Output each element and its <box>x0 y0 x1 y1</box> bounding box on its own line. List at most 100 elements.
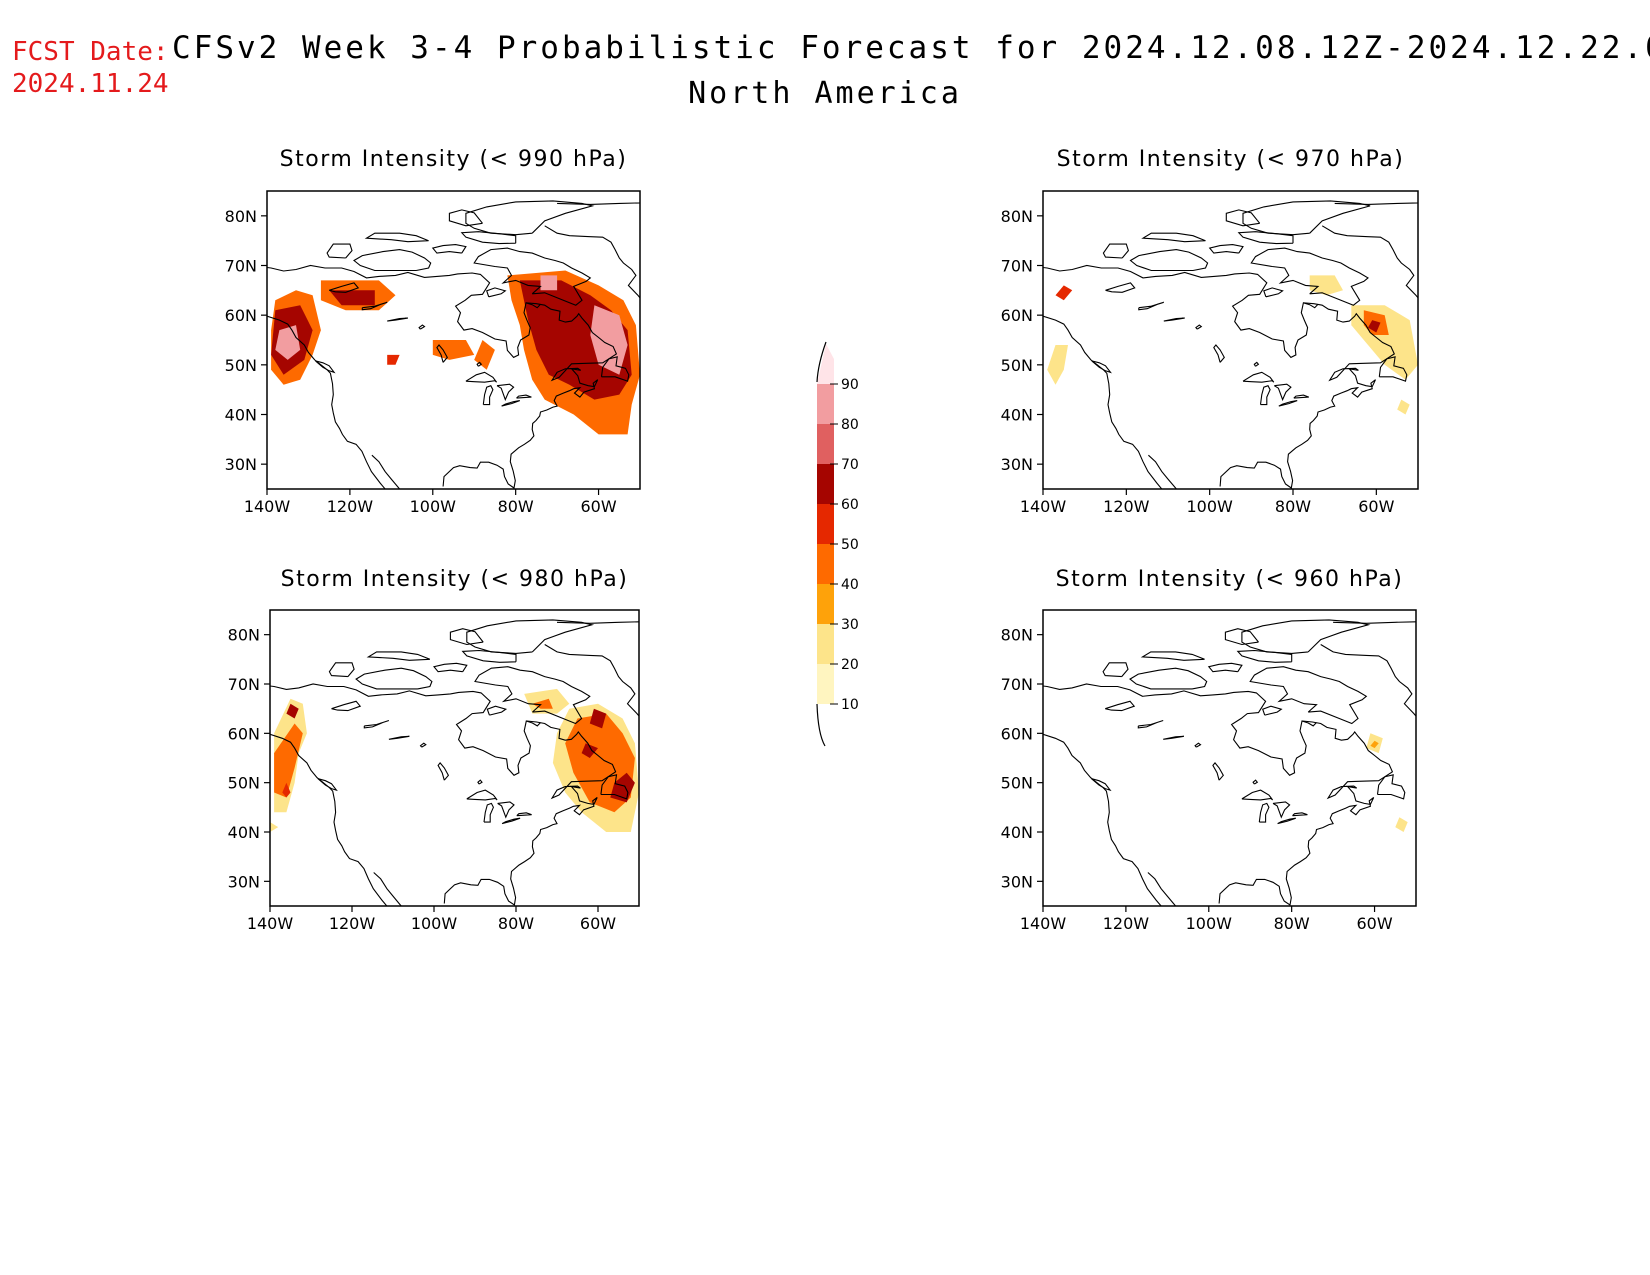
coastline <box>1263 287 1284 298</box>
coastline <box>1129 667 1208 690</box>
lake-outline <box>1292 812 1308 817</box>
lon-tick-label: 140W <box>247 914 294 933</box>
probability-region <box>1309 275 1343 296</box>
lat-tick-label: 30N <box>228 872 260 891</box>
coastline <box>1091 360 1112 374</box>
colorbar-upper-outline <box>816 341 827 383</box>
coastline <box>328 662 355 678</box>
probability-region <box>1055 285 1073 301</box>
lat-tick-label: 50N <box>1001 774 1033 793</box>
lat-tick-label: 50N <box>225 356 257 375</box>
coastline <box>366 651 431 661</box>
coastline <box>1334 202 1418 205</box>
probability-region <box>1395 817 1408 832</box>
lake-outline <box>1194 742 1202 748</box>
lake-outline <box>387 317 408 322</box>
lake-outline <box>363 719 390 729</box>
coastline <box>1237 231 1294 245</box>
coastline <box>486 705 508 716</box>
map-panel-1: Storm Intensity (< 990 hPa) 140W 120W 100W 8… <box>225 147 641 516</box>
lake-outline <box>477 779 483 785</box>
probability-region <box>270 822 279 832</box>
lake-outline <box>329 282 360 293</box>
coastline <box>486 287 507 298</box>
lat-tick-label: 60N <box>1001 306 1033 325</box>
colorbar-swatch <box>817 424 834 464</box>
lat-tick-label: 40N <box>228 823 260 842</box>
map-panel-3: Storm Intensity (< 980 hPa) 140W 120W 100W 8… <box>228 567 640 933</box>
fcst-date-label: FCST Date: <box>12 37 169 67</box>
coastline <box>544 225 640 299</box>
lat-tick-label: 80N <box>1001 626 1033 645</box>
probability-region <box>581 743 598 758</box>
lon-tick-label: 120W <box>1103 914 1150 933</box>
lat-tick-label: 30N <box>225 455 257 474</box>
coastline <box>1249 666 1368 725</box>
colorbar-swatch <box>817 384 834 424</box>
coastline <box>315 360 336 374</box>
lake-outline <box>466 789 498 801</box>
coastline <box>1250 247 1369 306</box>
lake-outline <box>1278 400 1298 407</box>
lake-outline <box>1105 282 1136 293</box>
coastline <box>1303 302 1319 309</box>
lake-outline <box>483 802 495 823</box>
coastline <box>473 247 592 306</box>
colorbar-label: 30 <box>841 617 859 633</box>
colorbar-label: 40 <box>841 577 859 593</box>
lake-outline <box>516 394 532 399</box>
lat-tick-label: 70N <box>1001 257 1033 276</box>
page-subtitle: North America <box>0 76 1650 111</box>
lake-outline <box>465 371 498 383</box>
lake-outline <box>331 700 362 712</box>
lon-tick-label: 80W <box>498 497 534 516</box>
lake-outline <box>419 742 427 748</box>
coastline <box>431 244 467 254</box>
map-area <box>1043 619 1416 906</box>
colorbar-lower-outline <box>816 703 826 747</box>
lon-tick-label: 120W <box>327 497 374 516</box>
subtitle-text: North America <box>688 76 962 111</box>
lon-tick-label: 80W <box>1275 497 1311 516</box>
probability-region <box>432 340 475 360</box>
coastline <box>326 243 353 259</box>
lake-outline <box>436 344 448 363</box>
coastline <box>267 315 386 489</box>
coastline <box>1333 621 1416 624</box>
coastline <box>1242 200 1371 236</box>
colorbar-swatch <box>817 504 834 544</box>
lat-tick-label: 40N <box>225 406 257 425</box>
colorbar-swatch <box>817 624 834 664</box>
lon-tick-label: 100W <box>410 497 457 516</box>
coastline <box>1321 225 1418 299</box>
coastline <box>364 232 429 243</box>
probability-region <box>274 723 303 798</box>
coastline <box>1225 209 1261 227</box>
coastline <box>270 683 617 906</box>
lat-tick-label: 60N <box>228 724 260 743</box>
lat-tick-label: 70N <box>1001 675 1033 694</box>
map-frame <box>1042 609 1417 907</box>
lake-outline <box>1195 324 1203 330</box>
probability-region <box>1397 399 1410 415</box>
coastline <box>449 628 484 646</box>
colorbar-swatch <box>817 584 834 624</box>
coastline <box>373 872 402 906</box>
probability-region <box>329 290 375 306</box>
lon-tick-label: 80W <box>1274 914 1310 933</box>
lake-outline <box>1253 361 1260 367</box>
lake-outline <box>1252 779 1259 785</box>
coastline <box>1091 778 1112 792</box>
probability-region <box>532 698 553 709</box>
coastline <box>1043 264 1396 489</box>
panel-title: Storm Intensity (< 970 hPa) <box>1057 147 1405 172</box>
coastline <box>371 454 401 489</box>
lake-outline <box>1259 385 1271 406</box>
colorbar-label: 10 <box>841 697 859 713</box>
lake-outline <box>1137 719 1164 729</box>
coastline <box>600 774 629 800</box>
lon-tick-label: 140W <box>1020 914 1067 933</box>
lake-outline <box>1138 301 1164 311</box>
coastline <box>544 644 639 717</box>
